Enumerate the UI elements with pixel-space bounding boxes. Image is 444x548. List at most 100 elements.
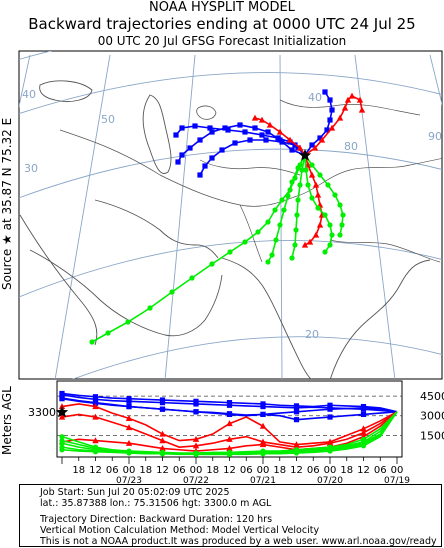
trajectory-point <box>289 255 295 261</box>
height-point <box>327 448 333 454</box>
x-tick-label: 12 <box>89 465 102 476</box>
height-point <box>126 398 132 404</box>
trajectory-point <box>192 123 198 129</box>
trajectory-point <box>285 193 291 199</box>
trajectory-point <box>232 140 238 146</box>
x-tick-label: 12 <box>357 465 370 476</box>
height-point <box>125 439 133 446</box>
x-tick-label: 06 <box>106 465 119 476</box>
x-tick-label: 06 <box>307 465 320 476</box>
lat-line-20 <box>19 240 442 298</box>
x-date-label: 07/19 <box>384 476 410 486</box>
height-point <box>259 441 267 448</box>
trajectory-point <box>173 132 179 138</box>
height-point <box>360 405 367 411</box>
india-coast <box>221 257 312 379</box>
height-point <box>58 413 66 420</box>
trajectory-point <box>327 117 333 123</box>
trajectory-point <box>322 89 328 95</box>
trajectory-point <box>265 219 271 225</box>
source-height-label: 3300 <box>28 406 56 419</box>
info-line-2: lat.: 35.87388 lon.: 75.31506 hgt: 3300.… <box>40 498 272 509</box>
aral-sea <box>196 105 217 120</box>
trajectory-point <box>337 232 343 238</box>
height-point <box>326 439 334 446</box>
border-6 <box>329 239 441 263</box>
x-tick-label: 00 <box>190 465 203 476</box>
x-tick-label: 06 <box>173 465 186 476</box>
height-point <box>59 392 65 398</box>
x-tick-label: 18 <box>139 465 152 476</box>
trajectory-point <box>327 97 333 103</box>
black-sea <box>39 80 93 102</box>
trajectory-point <box>179 125 185 131</box>
trajectory-point <box>175 159 181 165</box>
map-background <box>19 51 442 379</box>
height-point <box>226 451 233 457</box>
chart-subtitle: 00 UTC 20 Jul GFSG Forecast Initializati… <box>97 34 347 48</box>
height-point <box>327 402 333 408</box>
height-point <box>92 403 99 410</box>
height-point <box>125 414 133 421</box>
trajectory-point <box>266 121 274 128</box>
trajectory-point <box>251 114 259 121</box>
trajectory-point <box>279 197 285 203</box>
height-point <box>126 396 132 402</box>
border-3 <box>299 158 442 196</box>
trajectory-point <box>263 137 269 143</box>
map-frame <box>18 50 443 380</box>
x-tick-label: 18 <box>206 465 219 476</box>
chart-title: Backward trajectories ending at 0000 UTC… <box>28 15 416 33</box>
trajectory-point <box>252 125 258 131</box>
trajectory-point <box>289 179 295 185</box>
trajectory-point <box>265 259 271 265</box>
trajectory-point <box>328 124 336 131</box>
height-point <box>193 451 199 457</box>
height-point <box>59 447 65 453</box>
trajectory-point <box>227 249 233 255</box>
trajectory-point <box>344 96 352 103</box>
lat-label-20: 20 <box>305 328 319 341</box>
caspian-sea <box>142 94 172 174</box>
height-point <box>159 451 166 457</box>
arabian-peninsula-coast <box>29 249 223 337</box>
height-point <box>159 445 166 452</box>
trajectory-line-5 <box>304 95 363 156</box>
trajectory-point <box>311 144 319 151</box>
trajectory-point <box>295 197 301 203</box>
lon-line-4 <box>279 54 283 379</box>
red-sea-coast <box>19 214 98 346</box>
height-point <box>59 434 65 440</box>
trajectory-point <box>317 172 323 178</box>
lat-line-30 <box>19 148 442 199</box>
trajectory-point <box>197 137 203 143</box>
info-line-5: This is not a NOAA product.It was produc… <box>40 536 437 547</box>
model-title: NOAA HYSPLIT MODEL <box>149 0 295 15</box>
height-point <box>259 422 267 429</box>
height-point <box>360 429 367 436</box>
trajectory-point <box>169 289 175 295</box>
x-date-label: 07/23 <box>116 476 142 486</box>
trajectory-point <box>358 106 366 113</box>
x-tick-label: 12 <box>223 465 236 476</box>
height-point <box>92 449 99 455</box>
trajectory-point <box>242 239 248 245</box>
trajectory-point <box>305 182 311 188</box>
x-tick-label: 18 <box>273 465 286 476</box>
trajectory-point <box>289 147 295 153</box>
trajectory-point <box>265 129 271 135</box>
trajectory-point <box>299 167 305 173</box>
height-point <box>59 395 65 401</box>
border-1 <box>59 129 301 207</box>
lat-label-30: 30 <box>24 162 38 175</box>
height-point <box>159 430 166 437</box>
trajectory-point <box>309 195 315 201</box>
border-4 <box>279 99 421 116</box>
trajectory-point <box>297 182 303 188</box>
y-tick-label: 3000 <box>420 410 444 423</box>
height-point <box>92 396 99 402</box>
trajectory-point <box>281 207 287 213</box>
height-point <box>226 435 233 442</box>
trajectory-point <box>340 212 346 218</box>
height-point <box>226 420 233 427</box>
